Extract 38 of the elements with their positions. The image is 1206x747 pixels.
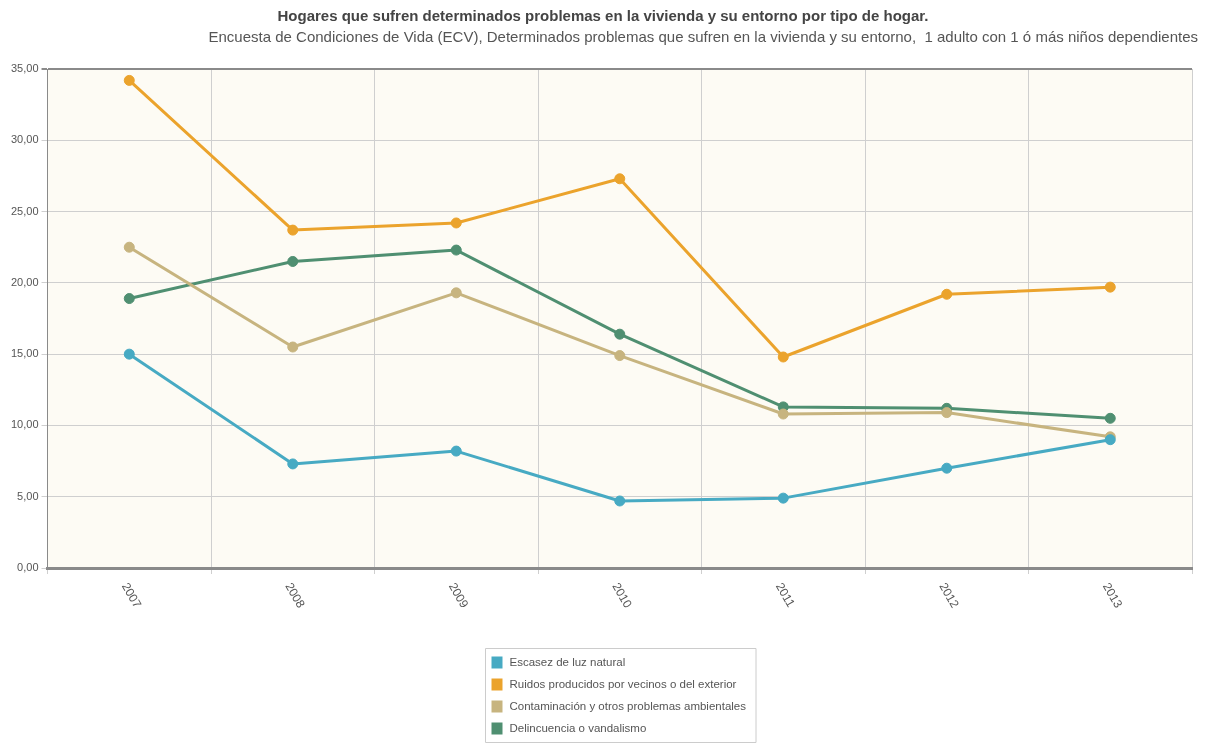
chart-title: Hogares que sufren determinados problemas en la vivienda y su entorno por tipo de hogar. [277, 7, 929, 25]
point [777, 408, 789, 420]
point [123, 241, 135, 253]
y-tick-label: 25,00 [11, 204, 39, 217]
point [941, 407, 953, 419]
y-tick-label: 5,00 [17, 489, 39, 502]
y-tick-label: 35,00 [11, 62, 39, 75]
point [287, 458, 299, 470]
point [123, 74, 135, 86]
point [287, 341, 299, 353]
legend-label: Escasez de luz natural [509, 655, 626, 668]
point [450, 217, 462, 229]
point [941, 462, 953, 474]
point [614, 173, 626, 185]
point [614, 350, 626, 362]
point [777, 351, 789, 363]
y-tick-label: 10,00 [11, 418, 39, 431]
point [614, 328, 626, 340]
y-tick-label: 20,00 [11, 275, 39, 288]
legend-label: Delincuencia o vandalismo [509, 721, 647, 734]
point [1104, 412, 1116, 424]
point [941, 288, 953, 300]
point [450, 287, 462, 299]
y-tick-label: 15,00 [11, 347, 39, 360]
point [123, 348, 135, 360]
point [123, 293, 135, 305]
point [287, 224, 299, 236]
point [287, 255, 299, 267]
point [777, 492, 789, 504]
point [614, 495, 626, 507]
y-tick-label: 0,00 [17, 561, 39, 574]
legend-label: Contaminación y otros problemas ambientales [509, 699, 747, 712]
point [1104, 281, 1116, 293]
point [450, 445, 462, 457]
legend-label: Ruidos producidos por vecinos o del exterior [509, 677, 737, 690]
point [450, 244, 462, 256]
chart-subtitle: Encuesta de Condiciones de Vida (ECV), Determinados problemas que sufren en la vivienda y su entorno, 1 adulto con 1 ó más niños dependientes [208, 28, 1198, 46]
y-tick-label: 30,00 [11, 133, 39, 146]
